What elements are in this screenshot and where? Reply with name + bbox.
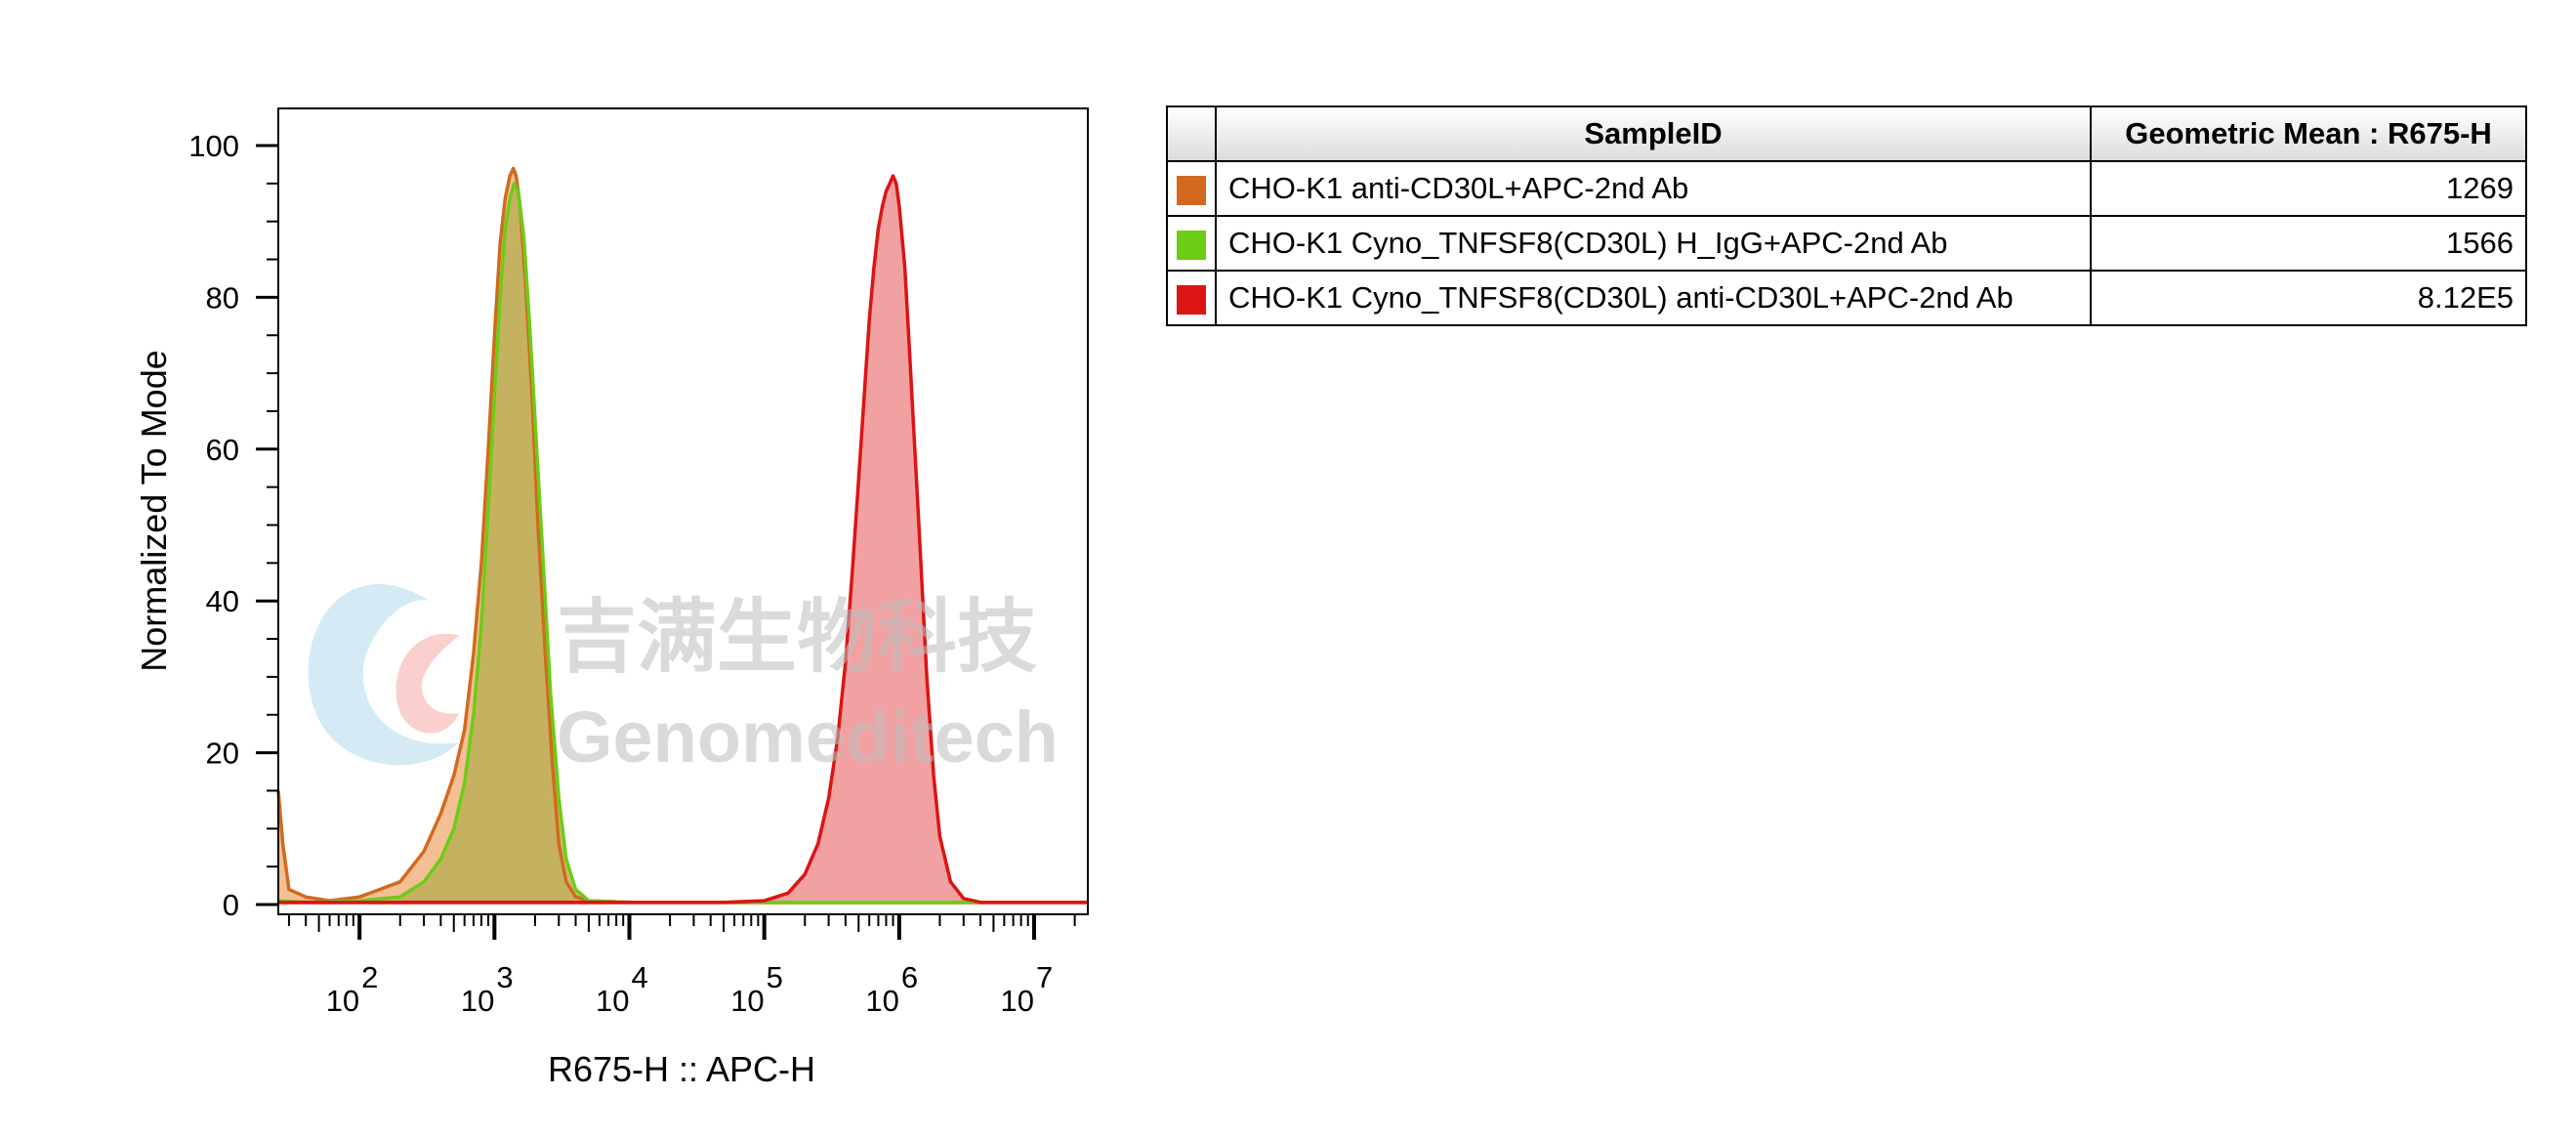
sample-id-header: SampleID xyxy=(1215,105,2092,162)
color-swatch xyxy=(1177,230,1206,260)
series-area-3 xyxy=(278,176,1088,906)
legend-row: CHO-K1 anti-CD30L+APC-2nd Ab 1269 xyxy=(1166,160,2527,217)
x-tick-label: 10 xyxy=(1001,984,1034,1018)
swatch-cell xyxy=(1166,270,1217,326)
x-tick-exponent: 4 xyxy=(632,960,648,994)
watermark-en: Genomeditech xyxy=(557,696,1059,778)
y-tick-label: 20 xyxy=(206,737,239,771)
legend-header-row: SampleID Geometric Mean : R675-H xyxy=(1166,105,2527,162)
x-tick-exponent: 5 xyxy=(767,960,783,994)
watermark-swirl-icon xyxy=(395,633,459,734)
legend-row: CHO-K1 Cyno_TNFSF8(CD30L) anti-CD30L+APC… xyxy=(1166,270,2527,326)
series-line-1 xyxy=(276,166,1088,905)
x-tick-exponent: 6 xyxy=(901,960,918,994)
x-tick-label: 10 xyxy=(461,984,494,1018)
geometric-mean-cell: 8.12E5 xyxy=(2090,270,2527,326)
sample-id-cell: CHO-K1 Cyno_TNFSF8(CD30L) anti-CD30L+APC… xyxy=(1215,270,2092,326)
series-lines xyxy=(276,166,1088,905)
watermark-cn: 吉满生物科技 xyxy=(557,591,1037,684)
y-axis-title: Normalized To Mode xyxy=(134,350,174,671)
legend-table: SampleID Geometric Mean : R675-H CHO-K1 … xyxy=(1166,105,2527,326)
y-tick-label: 40 xyxy=(206,584,239,618)
color-swatch xyxy=(1177,284,1206,315)
x-tick-label: 10 xyxy=(326,984,359,1018)
geometric-mean-cell: 1566 xyxy=(2090,215,2527,272)
sample-id-cell: CHO-K1 anti-CD30L+APC-2nd Ab xyxy=(1215,160,2092,217)
y-tick-label: 0 xyxy=(223,888,239,922)
swatch-cell xyxy=(1166,215,1217,272)
color-swatch xyxy=(1177,175,1206,205)
series-line-2 xyxy=(277,182,1088,905)
geometric-mean-cell: 1269 xyxy=(2090,160,2527,217)
series-line-3 xyxy=(278,174,1088,905)
series-fills xyxy=(278,168,1088,906)
series-area-1 xyxy=(278,168,1088,906)
legend-row: CHO-K1 Cyno_TNFSF8(CD30L) H_IgG+APC-2nd … xyxy=(1166,215,2527,272)
x-axis-title: R675-H :: APC-H xyxy=(548,1049,815,1089)
plot-frame xyxy=(277,107,1089,915)
series-area-2 xyxy=(278,183,1088,905)
y-tick-label: 60 xyxy=(206,433,239,467)
geometric-mean-header: Geometric Mean : R675-H xyxy=(2090,105,2527,162)
x-tick-label: 10 xyxy=(596,984,629,1018)
watermark: 吉满生物科技 Genomeditech xyxy=(308,583,1059,778)
x-tick-label: 10 xyxy=(865,984,898,1018)
watermark-logo-icon xyxy=(308,583,459,766)
y-tick-label: 80 xyxy=(206,280,239,315)
swatch-cell xyxy=(1166,160,1217,217)
y-axis: 0 20 40 60 80 100 xyxy=(188,108,279,922)
swatch-header xyxy=(1166,105,1217,162)
x-tick-label: 10 xyxy=(730,984,764,1018)
x-tick-exponent: 3 xyxy=(496,960,513,994)
x-tick-exponent: 7 xyxy=(1036,960,1053,994)
x-tick-exponent: 2 xyxy=(361,960,378,994)
y-tick-label: 100 xyxy=(188,129,239,163)
sample-id-cell: CHO-K1 Cyno_TNFSF8(CD30L) H_IgG+APC-2nd … xyxy=(1215,215,2092,272)
